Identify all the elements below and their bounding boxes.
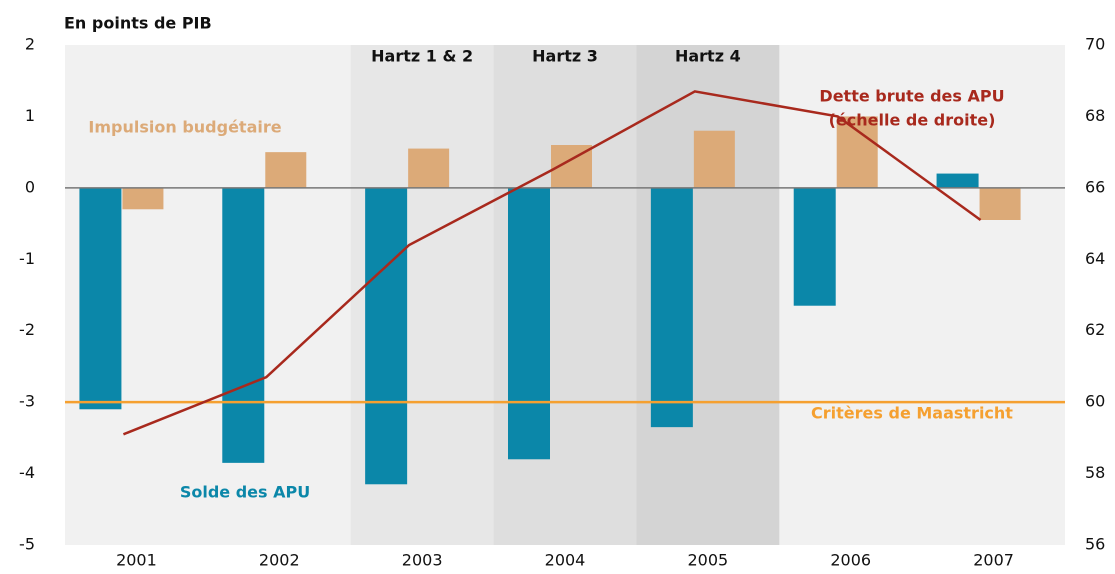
- y-tick-label: 0: [25, 177, 35, 196]
- line-note: (échelle de droite): [829, 111, 996, 130]
- y-tick-label: -2: [19, 320, 35, 339]
- series-label: Dette brute des APU: [819, 87, 1004, 106]
- y2-tick-label: 56: [1085, 535, 1105, 554]
- y-tick-label: -3: [19, 392, 35, 411]
- y2-tick-label: 70: [1085, 35, 1105, 54]
- x-tick-label: 2004: [545, 551, 586, 570]
- y2-tick-label: 58: [1085, 463, 1105, 482]
- y-tick-label: -1: [19, 249, 35, 268]
- line: [122, 90, 982, 436]
- y-tick-label: -4: [19, 463, 35, 482]
- x-tick-label: 2001: [116, 551, 157, 570]
- y-tick-label: -5: [19, 535, 35, 554]
- x-tick-label: 2006: [830, 551, 871, 570]
- x-tick-label: 2005: [687, 551, 728, 570]
- bar: [936, 173, 979, 188]
- x-tick-label: 2003: [402, 551, 443, 570]
- series-label: Impulsion budgétaire: [88, 118, 281, 137]
- bar: [222, 187, 265, 463]
- bar: [650, 187, 693, 428]
- reference-label: Critères de Maastricht: [811, 404, 1013, 423]
- x-tick-label: 2002: [259, 551, 300, 570]
- period-label: Hartz 3: [532, 47, 598, 66]
- bar: [979, 187, 1021, 220]
- y-tick-label: 1: [25, 106, 35, 125]
- period-label: Hartz 1 & 2: [371, 47, 473, 66]
- bar: [793, 187, 836, 306]
- bar: [265, 152, 307, 188]
- bar: [408, 148, 450, 188]
- bar: [122, 187, 164, 210]
- y-tick-label: 2: [25, 35, 35, 54]
- series-label: Solde des APU: [180, 483, 310, 502]
- bar: [365, 187, 408, 485]
- bar: [79, 187, 122, 410]
- bar: [836, 116, 878, 188]
- bar: [508, 187, 550, 460]
- y2-tick-label: 60: [1085, 392, 1105, 411]
- y2-tick-label: 68: [1085, 106, 1105, 125]
- y2-tick-label: 66: [1085, 177, 1105, 196]
- y-axis-label: En points de PIB: [64, 14, 212, 33]
- y2-tick-label: 62: [1085, 320, 1105, 339]
- y2-tick-label: 64: [1085, 249, 1105, 268]
- period-label: Hartz 4: [675, 47, 741, 66]
- bar: [693, 130, 735, 188]
- x-tick-label: 2007: [973, 551, 1014, 570]
